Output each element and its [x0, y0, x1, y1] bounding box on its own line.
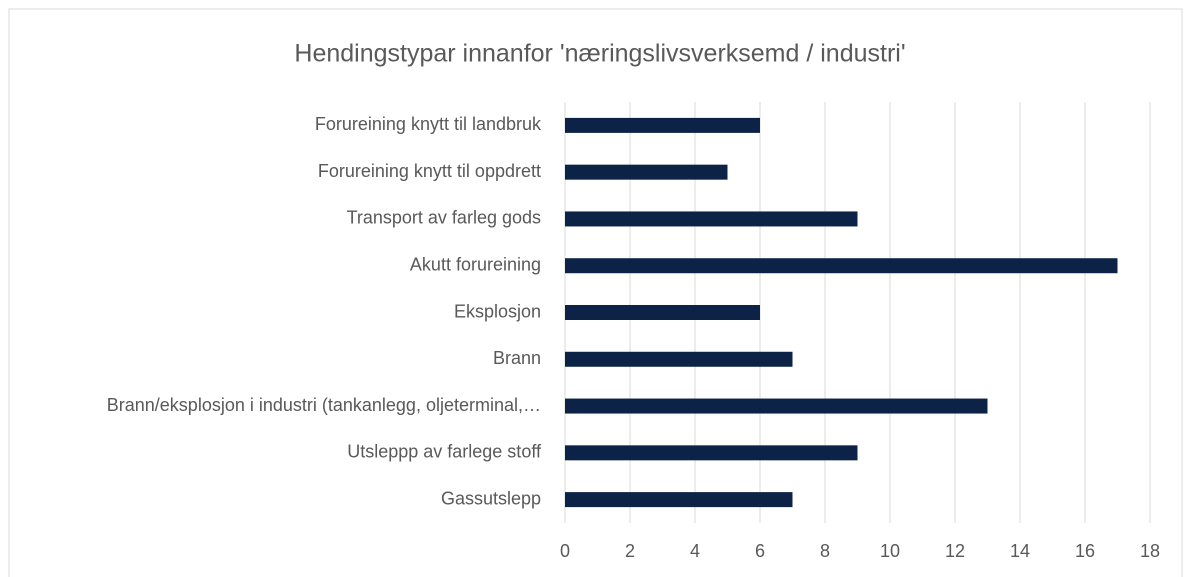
- x-tick-label: 6: [755, 541, 765, 561]
- y-tick-label: Akutt forureining: [410, 254, 541, 274]
- y-tick-label: Utsleppp av farlege stoff: [347, 442, 542, 462]
- y-tick-label: Transport av farleg gods: [347, 208, 541, 228]
- x-tick-label: 18: [1140, 541, 1160, 561]
- chart-frame: [8, 8, 1183, 577]
- bar: [565, 305, 760, 320]
- bar: [565, 398, 988, 414]
- y-tick-label: Forureining knytt til oppdrett: [318, 161, 541, 181]
- y-tick-label: Gassutslepp: [441, 488, 541, 508]
- x-tick-label: 4: [690, 541, 700, 561]
- bar: [565, 492, 793, 508]
- y-tick-label: Forureining knytt til landbruk: [315, 114, 542, 134]
- bar: [565, 164, 728, 180]
- bar: [565, 117, 760, 133]
- bar: [565, 258, 1118, 274]
- y-tick-label: Eksplosjon: [454, 301, 541, 321]
- x-tick-label: 2: [625, 541, 635, 561]
- bar: [565, 351, 793, 367]
- x-tick-label: 10: [880, 541, 900, 561]
- y-tick-label: Brann/eksplosjon i industri (tankanlegg,…: [107, 395, 541, 415]
- x-tick-label: 14: [1010, 541, 1030, 561]
- y-tick-label: Brann: [493, 348, 541, 368]
- chart-title: Hendingstypar innanfor 'næringslivsverks…: [294, 40, 905, 68]
- x-tick-label: 12: [945, 541, 965, 561]
- x-tick-label: 16: [1075, 541, 1095, 561]
- x-tick-label: 0: [560, 541, 570, 561]
- bar: [565, 445, 858, 461]
- x-tick-label: 8: [820, 541, 830, 561]
- bar: [565, 211, 858, 227]
